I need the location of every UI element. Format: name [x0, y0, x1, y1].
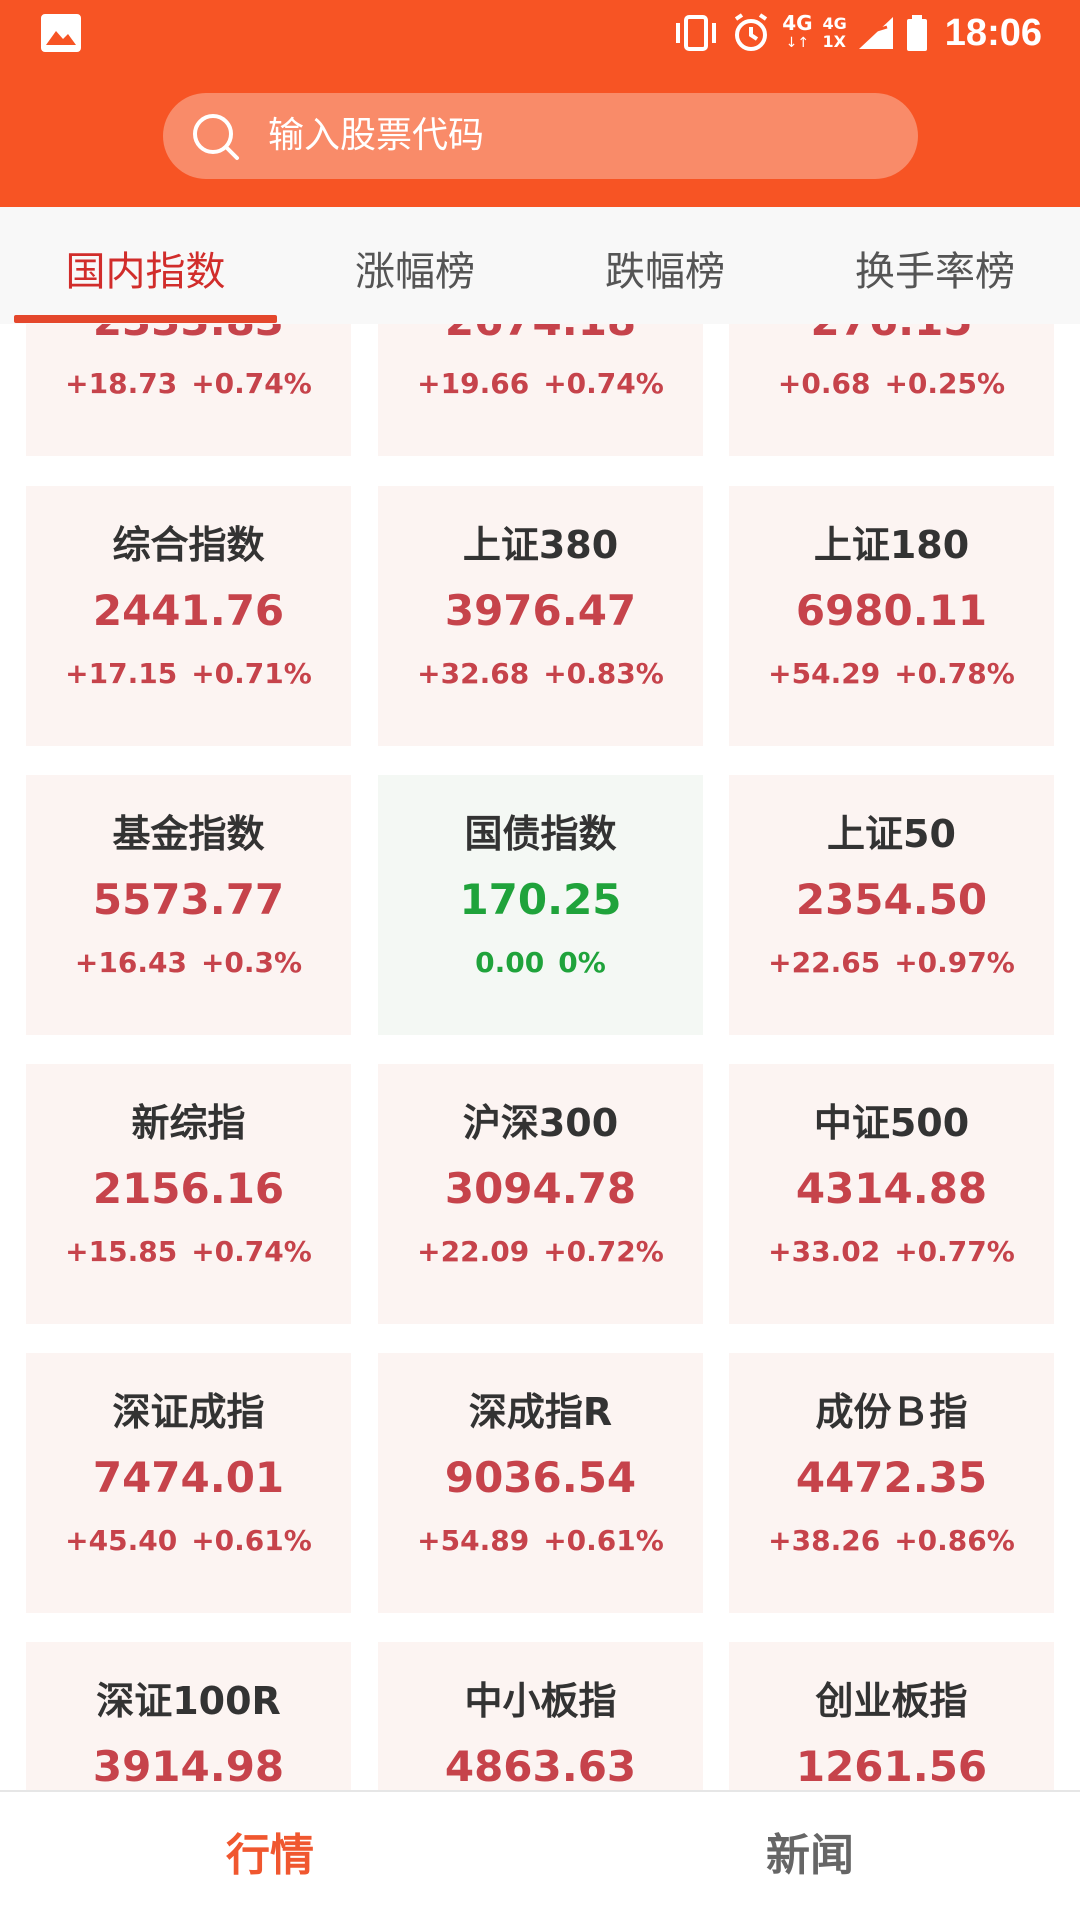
- index-name: 综合指数: [112, 523, 265, 567]
- nav-news[interactable]: 新闻: [766, 1830, 854, 1881]
- tab-active-indicator: [14, 315, 277, 323]
- index-card[interactable]: 中证500 4314.88 +33.02 +0.77%: [729, 1064, 1054, 1324]
- index-card[interactable]: 创业板指 1261.56: [729, 1642, 1054, 1790]
- index-name: 深证100R: [96, 1679, 281, 1723]
- index-price: 2674.18: [378, 324, 703, 349]
- index-card[interactable]: 深成指R 9036.54 +54.89 +0.61%: [378, 1353, 703, 1613]
- index-card[interactable]: 上证380 3976.47 +32.68 +0.83%: [378, 486, 703, 746]
- index-card[interactable]: 国债指数 170.25 0.00 0%: [378, 775, 703, 1035]
- index-card[interactable]: 上证50 2354.50 +22.65 +0.97%: [729, 775, 1054, 1035]
- index-price: 7474.01: [92, 1453, 285, 1502]
- index-name: 中小板指: [464, 1679, 617, 1723]
- index-card[interactable]: 新综指 2156.16 +15.85 +0.74%: [26, 1064, 351, 1324]
- index-change: +22.09 +0.72%: [417, 1235, 664, 1268]
- index-price: 2156.16: [92, 1164, 285, 1213]
- index-price: 3914.98: [92, 1742, 285, 1790]
- index-name: 深成指R: [468, 1390, 613, 1434]
- index-price: 9036.54: [444, 1453, 637, 1502]
- index-name: 上证380: [462, 523, 619, 567]
- index-change: +22.65 +0.97%: [768, 946, 1015, 979]
- clock: 18:06: [944, 11, 1042, 54]
- battery-icon: [906, 15, 927, 51]
- index-name: 国债指数: [464, 812, 617, 856]
- index-price: 276.15: [729, 324, 1054, 349]
- index-change: 0.00 0%: [475, 946, 606, 979]
- index-price: 3976.47: [444, 586, 637, 635]
- index-change: +15.85 +0.74%: [65, 1235, 312, 1268]
- index-name: 深证成指: [112, 1390, 265, 1434]
- network-4g-1x-label: 4G 1X: [822, 14, 847, 51]
- bottom-nav: 行情 新闻: [0, 1790, 1080, 1920]
- index-change: +54.29 +0.78%: [768, 657, 1015, 690]
- index-change: +17.15 +0.71%: [65, 657, 312, 690]
- index-card[interactable]: 2674.18 +19.66+0.74%: [378, 324, 703, 456]
- index-change: +45.40 +0.61%: [65, 1524, 312, 1557]
- index-card[interactable]: 基金指数 5573.77 +16.43 +0.3%: [26, 775, 351, 1035]
- tab-losers[interactable]: 跌幅榜: [605, 249, 725, 295]
- alarm-icon: [735, 13, 768, 51]
- index-price: 170.25: [459, 875, 622, 924]
- index-price: 5573.77: [92, 875, 285, 924]
- index-price: 4314.88: [795, 1164, 988, 1213]
- index-price: 2441.76: [92, 586, 285, 635]
- index-card[interactable]: 深证100R 3914.98: [26, 1642, 351, 1790]
- index-price: 6980.11: [795, 586, 988, 635]
- vibrate-icon: [676, 15, 717, 51]
- index-name: 基金指数: [112, 812, 265, 856]
- index-change: +18.73 +0.74%: [65, 367, 312, 400]
- index-price: 4863.63: [444, 1742, 637, 1790]
- signal-icon: [858, 17, 893, 49]
- header: 输入股票代码: [0, 66, 1080, 207]
- index-card[interactable]: 沪深300 3094.78 +22.09 +0.72%: [378, 1064, 703, 1324]
- index-change: +0.68 +0.25%: [777, 367, 1006, 400]
- index-change: +32.68 +0.83%: [417, 657, 664, 690]
- index-name: 创业板指: [815, 1679, 968, 1723]
- index-change: +54.89 +0.61%: [417, 1524, 664, 1557]
- index-name: 成份Ｂ指: [815, 1390, 968, 1434]
- index-change: +16.43 +0.3%: [74, 946, 303, 979]
- index-card[interactable]: 中小板指 4863.63: [378, 1642, 703, 1790]
- index-name: 新综指: [131, 1101, 246, 1145]
- index-card[interactable]: 276.15 +0.68+0.25%: [729, 324, 1054, 456]
- index-price: 4472.35: [795, 1453, 988, 1502]
- tab-gainers[interactable]: 涨幅榜: [355, 249, 475, 295]
- tab-bar: 国内指数 涨幅榜 跌幅榜 换手率榜: [0, 207, 1080, 324]
- index-price: 3094.78: [444, 1164, 637, 1213]
- index-grid: 2333.83 +18.73+0.74% 2674.18 +19.66+0.74…: [0, 324, 1080, 1790]
- index-price: 1261.56: [795, 1742, 988, 1790]
- index-change: +33.02 +0.77%: [768, 1235, 1015, 1268]
- network-4g-label: 4G ↓↑: [782, 11, 813, 51]
- search-icon: [193, 114, 239, 160]
- index-name: 上证180: [813, 523, 970, 567]
- index-price: 2354.50: [795, 875, 988, 924]
- index-price: 2333.83: [26, 324, 351, 349]
- index-name: 沪深300: [462, 1101, 619, 1145]
- index-card[interactable]: 综合指数 2441.76 +17.15 +0.71%: [26, 486, 351, 746]
- index-card[interactable]: 成份Ｂ指 4472.35 +38.26 +0.86%: [729, 1353, 1054, 1613]
- nav-market[interactable]: 行情: [226, 1830, 314, 1881]
- tab-domestic-index[interactable]: 国内指数: [65, 249, 226, 295]
- index-card[interactable]: 上证180 6980.11 +54.29 +0.78%: [729, 486, 1054, 746]
- search-input[interactable]: 输入股票代码: [163, 93, 918, 179]
- index-change: +19.66 +0.74%: [417, 367, 664, 400]
- index-card[interactable]: 深证成指 7474.01 +45.40 +0.61%: [26, 1353, 351, 1613]
- gallery-icon: [41, 14, 81, 52]
- index-card[interactable]: 2333.83 +18.73+0.74%: [26, 324, 351, 456]
- index-name: 上证50: [827, 812, 956, 856]
- index-name: 中证500: [813, 1101, 970, 1145]
- index-change: +38.26 +0.86%: [768, 1524, 1015, 1557]
- search-placeholder: 输入股票代码: [268, 115, 485, 156]
- tab-turnover[interactable]: 换手率榜: [855, 249, 1015, 295]
- status-bar: 4G ↓↑ 4G 1X 18:06: [0, 0, 1080, 66]
